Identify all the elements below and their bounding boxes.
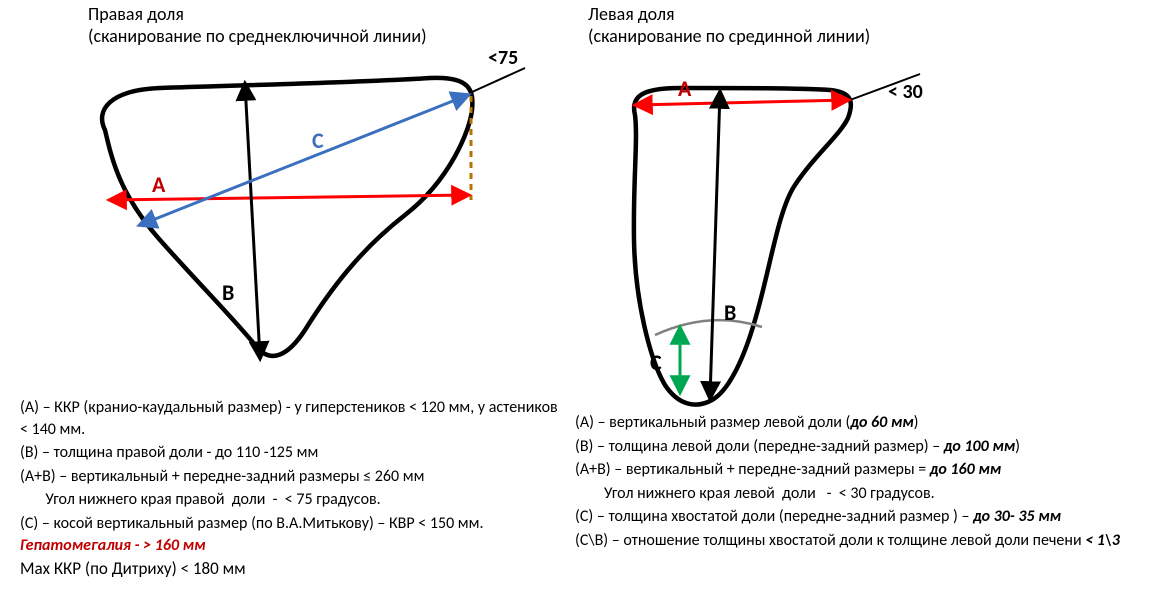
- right-angle-line1: [472, 68, 525, 92]
- right-label-A: А: [152, 171, 166, 198]
- left-measure-B: [710, 92, 720, 398]
- right-label-C: С: [312, 127, 324, 154]
- left-note-angle: Угол нижнего края левой доли - < 30 град…: [575, 483, 1155, 505]
- left-angle-label: < 30: [888, 80, 923, 104]
- right-note-C: (С) – косой вертикальный размер (по В.А.…: [20, 513, 560, 556]
- left-label-C: С: [650, 349, 662, 376]
- left-note-A: (А) – вертикальный размер левой доли (до…: [575, 412, 1155, 434]
- left-note-C: (С) – толщина хвостатой доли (передне-за…: [575, 506, 1155, 528]
- right-label-B: В: [222, 279, 234, 306]
- right-note-angle: Угол нижнего края правой доли - < 75 гра…: [20, 489, 560, 511]
- right-note-max: Мах ККР (по Дитриху) < 180 мм: [20, 558, 560, 581]
- left-note-CB: (С\В) – отношение толщины хвостатой доли…: [575, 530, 1155, 552]
- left-label-A: А: [678, 75, 692, 102]
- right-note-A: (А) – ККР (кранио-каудальный размер) - у…: [20, 397, 560, 440]
- right-note-AB: (А+В) – вертикальный + передне-задний ра…: [20, 466, 560, 488]
- left-note-B: (В) – толщина левой доли (передне-задний…: [575, 436, 1155, 458]
- left-lobe-outline: [634, 88, 851, 405]
- caudate-arc: [655, 320, 762, 335]
- right-note-hepato: Гепатомегалия - > 160 мм: [20, 536, 206, 555]
- right-note-C-prefix: (С) – косой вертикальный размер (по В.А.…: [20, 514, 483, 533]
- left-note-AB: (А+В) – вертикальный + передне-задний ра…: [575, 459, 1155, 481]
- left-label-B: В: [724, 299, 736, 326]
- left-measure-A: [636, 100, 848, 105]
- right-note-B: (В) – толщина правой доли - до 110 -125 …: [20, 442, 560, 464]
- right-angle-label: <75: [488, 46, 518, 70]
- right-measure-B: [245, 84, 260, 358]
